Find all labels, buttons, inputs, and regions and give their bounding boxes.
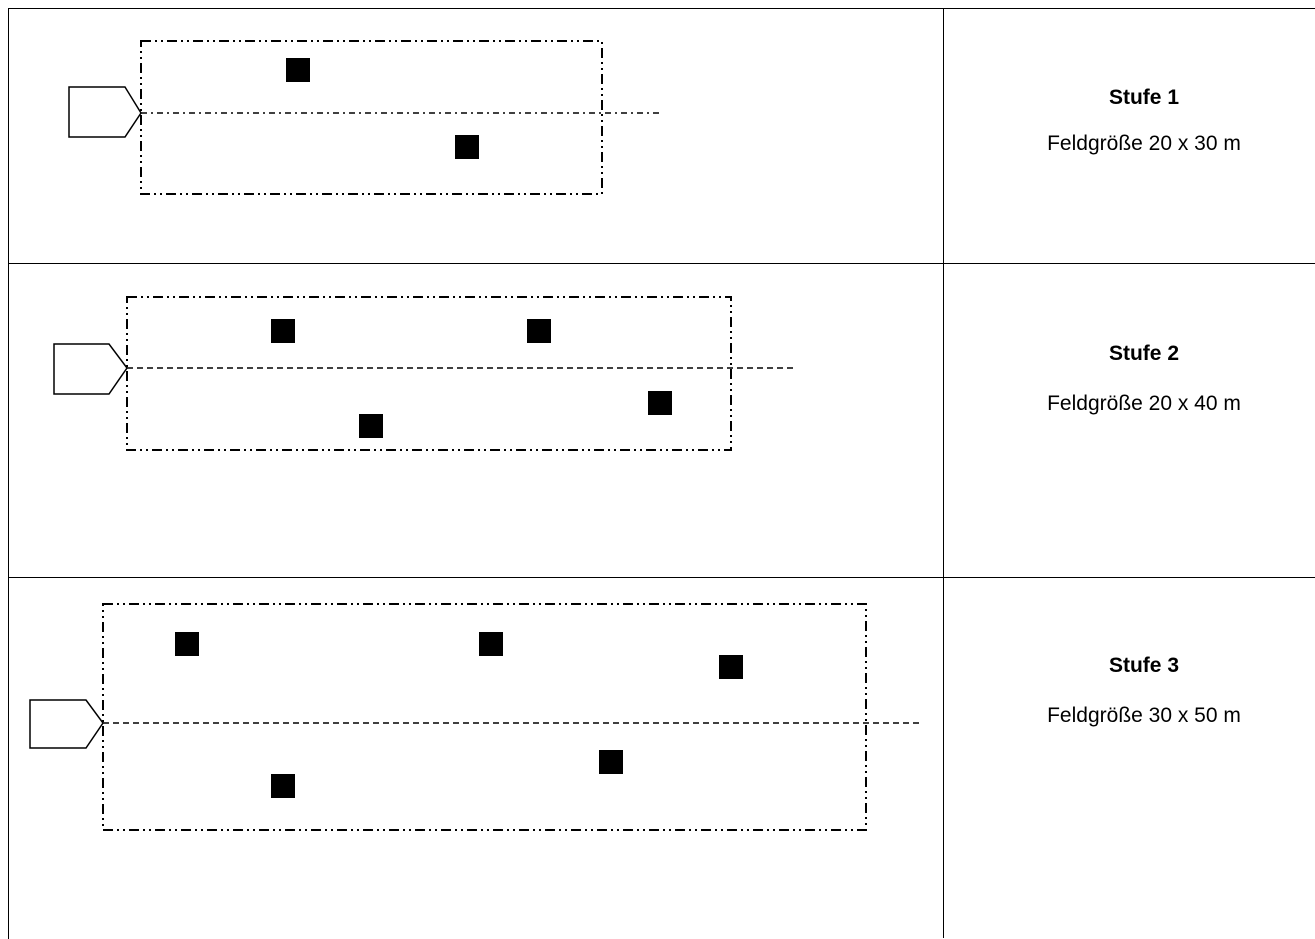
table-frame	[8, 8, 1315, 939]
field-diagram-3	[29, 603, 923, 831]
row-stufe-2: Stufe 2 Feldgröße 20 x 40 m	[8, 264, 1315, 578]
row-stufe-3: Stufe 3 Feldgröße 30 x 50 m	[8, 578, 1315, 938]
start-marker-icon	[53, 343, 128, 395]
label-cell-3: Stufe 3 Feldgröße 30 x 50 m	[944, 578, 1315, 938]
row-stufe-1: Stufe 1 Feldgröße 20 x 30 m	[8, 8, 1315, 264]
diagram-cell-2	[8, 264, 944, 578]
level-title: Stufe 2	[1108, 342, 1179, 365]
obstacle	[648, 391, 672, 415]
field-boundary	[126, 296, 732, 451]
obstacle	[271, 319, 295, 343]
obstacle	[271, 774, 295, 798]
diagram-cell-1	[8, 8, 944, 264]
start-marker-icon	[68, 86, 142, 138]
field-size: Feldgröße 20 x 30 m	[1047, 132, 1241, 155]
obstacle	[527, 319, 551, 343]
field-boundary	[140, 40, 603, 195]
label-cell-1: Stufe 1 Feldgröße 20 x 30 m	[944, 8, 1315, 264]
obstacle	[719, 655, 743, 679]
diagram-cell-3	[8, 578, 944, 938]
field-size: Feldgröße 30 x 50 m	[1047, 704, 1241, 727]
field-diagram-2	[53, 296, 793, 451]
level-title: Stufe 1	[1108, 86, 1179, 109]
label-cell-2: Stufe 2 Feldgröße 20 x 40 m	[944, 264, 1315, 578]
obstacle	[479, 632, 503, 656]
field-diagram-1	[68, 40, 663, 195]
obstacle	[175, 632, 199, 656]
start-marker-icon	[29, 699, 104, 749]
obstacle	[359, 414, 383, 438]
field-size: Feldgröße 20 x 40 m	[1047, 392, 1241, 415]
obstacle	[286, 58, 310, 82]
level-title: Stufe 3	[1108, 654, 1179, 677]
obstacle	[455, 135, 479, 159]
obstacle	[599, 750, 623, 774]
